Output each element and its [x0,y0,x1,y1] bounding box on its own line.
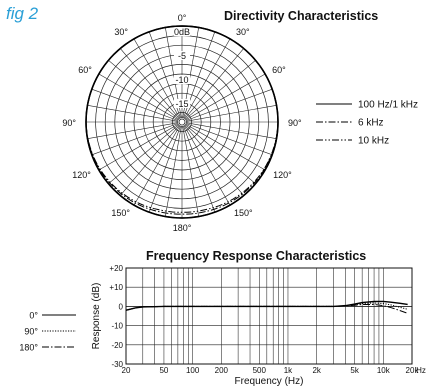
polar-radial-label-bg [174,51,190,60]
polar-angle-label: 30° [114,27,128,37]
polar-spoke [120,48,180,120]
polar-spoke [185,73,266,121]
freq-y-axis-label: Response (dB) [91,283,102,350]
polar-angle-label: 150° [111,208,130,218]
freq-y-tick-label: -20 [111,341,123,350]
polar-spoke [87,105,179,122]
freq-legend-label: 90° [24,327,38,337]
frequency-chart-title: Frequency Response Characteristics [146,249,367,263]
polar-spoke [98,73,179,121]
polar-chart: 0dB -5 -10 -15 0° 30° 60° 90° 120° 150° 180° 150° 12… [62,13,418,233]
polar-spoke [91,88,179,121]
freq-legend-label: 180° [19,343,38,353]
polar-spoke [185,123,266,171]
polar-radial-label-bg [174,99,190,108]
freq-y-tick-label: -10 [111,322,123,331]
freq-x-axis-label: Frequency (Hz) [235,376,304,387]
polar-spoke [183,125,231,206]
polar-center [178,118,186,126]
freq-x-tick-label: 200 [215,366,229,375]
polar-legend-label: 6 kHz [358,118,384,129]
figure-label: fig 2 [6,4,39,23]
polar-spoke [165,125,182,217]
freq-x-tick-label: 50 [159,366,168,375]
freq-x-tick-label: 20 [122,366,131,375]
freq-x-tick-label: 100 [186,366,200,375]
polar-radial-label-bg [174,75,190,84]
polar-spoke [98,123,179,171]
polar-angle-label: 90° [62,118,76,128]
polar-spoke [120,124,180,196]
polar-radial-label: -5 [178,51,186,61]
freq-series-3 [125,303,408,314]
polar-angle-label: 30° [236,27,250,37]
polar-spoke [133,125,181,206]
polar-spoke [91,123,179,156]
freq-frame [125,267,413,365]
freq-x-tick-label: 1k [284,366,293,375]
freq-legend-label: 0° [29,311,38,321]
freq-x-unit-label: Hz [416,366,426,375]
polar-spoke [182,125,199,217]
polar-spoke [185,88,273,121]
polar-radial-label: 0dB [174,27,190,37]
polar-angle-label: 120° [72,170,91,180]
polar-angle-label: 150° [234,208,253,218]
polar-radial-label-bg [174,27,190,36]
polar-angle-label: 180° [173,223,192,233]
polar-radial-label: -15 [175,99,188,109]
freq-y-tick-label: -30 [111,360,123,369]
polar-legend-label: 10 kHz [358,136,389,147]
polar-spoke [185,122,277,139]
polar-spoke [185,105,277,122]
polar-series-3 [85,25,279,213]
polar-radial-label: -10 [175,75,188,85]
polar-angle-label: 90° [288,118,302,128]
polar-spoke [184,48,244,120]
polar-angle-label: 60° [272,65,286,75]
freq-y-tick-label: 0 [119,302,124,311]
polar-spoke [184,124,244,196]
freq-x-tick-label: 10k [377,366,391,375]
polar-spoke [184,124,256,184]
polar-spoke [184,60,256,120]
freq-x-tick-label: 20k [406,366,420,375]
polar-spoke [108,124,180,184]
polar-legend-label: 100 Hz/1 kHz [358,100,418,111]
polar-spoke [148,125,181,213]
polar-angle-label: 120° [273,170,292,180]
polar-spoke [108,60,180,120]
polar-spoke [183,125,216,213]
polar-spoke [183,38,231,119]
polar-spoke [87,122,179,139]
polar-angle-label: 60° [78,65,92,75]
freq-x-tick-label: 500 [253,366,267,375]
freq-y-tick-label: +20 [109,264,123,273]
polar-angle-label: 0° [178,13,187,23]
polar-chart-title: Directivity Characteristics [224,9,379,23]
polar-spoke [133,38,181,119]
polar-spoke [185,123,273,156]
freq-x-tick-label: 2k [312,366,321,375]
freq-y-tick-label: +10 [109,283,123,292]
freq-x-tick-label: 5k [350,366,359,375]
